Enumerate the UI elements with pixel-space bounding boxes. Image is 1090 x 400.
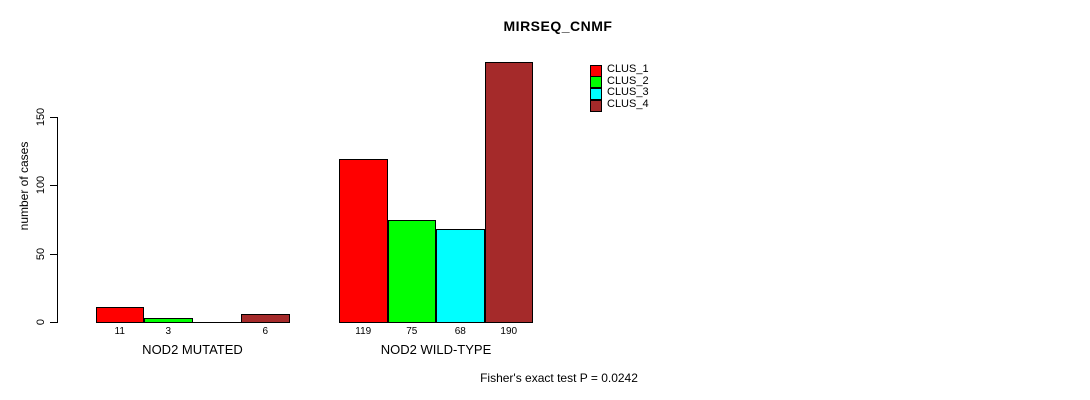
bar-clus-3-nod2-mutated [192,322,241,323]
y-axis-label: number of cases [17,141,31,231]
group-label-nod2-mutated: NOD2 MUTATED [142,342,243,357]
legend-label: CLUS_4 [607,98,649,111]
y-tick [50,322,57,323]
bar-value-label: 3 [165,326,172,337]
legend-swatch [590,99,602,112]
legend-label: CLUS_2 [607,74,649,87]
bar-clus-2-nod2-wild-type [387,219,436,323]
bar-clus-4-nod2-mutated [241,313,290,323]
legend-swatch [590,76,602,89]
bar-clus-3-nod2-wild-type [436,229,485,323]
y-axis-line [57,117,58,323]
legend-swatch [590,87,602,100]
bar-clus-1-nod2-mutated [95,306,144,323]
chart-title: MIRSEQ_CNMF [503,18,613,34]
y-tick [50,117,57,118]
legend-swatch [590,64,602,77]
y-tick-label: 100 [35,176,47,195]
group-label-nod2-wild-type: NOD2 WILD-TYPE [380,342,492,357]
bar-value-label: 190 [500,326,518,337]
bar-value-label: 68 [454,326,466,337]
bar-clus-4-nod2-wild-type [484,62,533,323]
legend-label: CLUS_3 [607,86,649,99]
y-tick-label: 150 [35,107,47,127]
bar-value-label: 11 [114,326,125,337]
y-tick-label: 50 [35,247,47,260]
bar-clus-2-nod2-mutated [144,317,193,323]
footer-caption: Fisher's exact test P = 0.0242 [480,371,638,385]
bar-clus-1-nod2-wild-type [339,159,388,323]
y-tick [50,253,57,255]
y-tick [50,185,57,187]
bar-value-label: 75 [406,326,418,337]
bar-value-label: 6 [262,326,269,337]
legend-label: CLUS_1 [607,63,649,75]
y-tick-label: 0 [35,318,47,326]
bar-value-label: 119 [355,326,372,337]
